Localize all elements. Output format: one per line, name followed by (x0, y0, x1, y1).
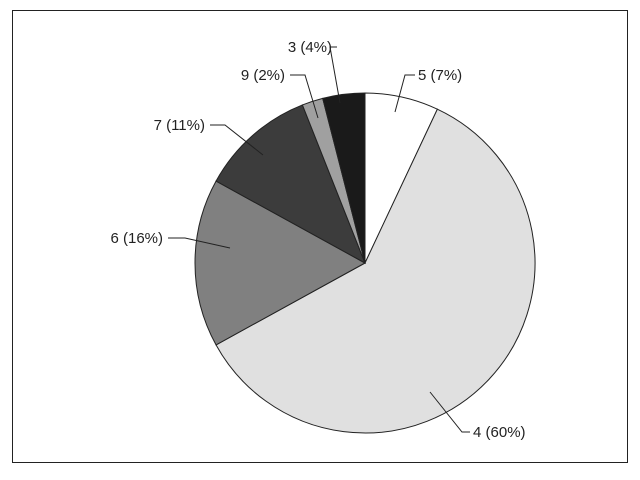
leader-line-7 (210, 124, 264, 156)
leader-line-9 (290, 74, 319, 119)
slice-label-6: 6 (16%) (110, 230, 163, 247)
pie-slice-4 (215, 108, 536, 434)
pie-slice-3 (322, 92, 366, 264)
leader-line-5 (394, 74, 415, 113)
leader-line-3 (329, 46, 341, 104)
slice-label-9: 9 (2%) (241, 67, 285, 84)
leader-line-4 (429, 391, 470, 433)
slice-label-5: 5 (7%) (418, 67, 462, 84)
slice-label-3: 3 (4%) (288, 39, 332, 56)
pie-slice-7 (215, 104, 366, 265)
pie-slice-6 (194, 180, 367, 346)
slice-label-7: 7 (11%) (154, 117, 205, 134)
leader-line-6 (168, 237, 231, 249)
slice-label-4: 4 (60%) (473, 424, 526, 441)
